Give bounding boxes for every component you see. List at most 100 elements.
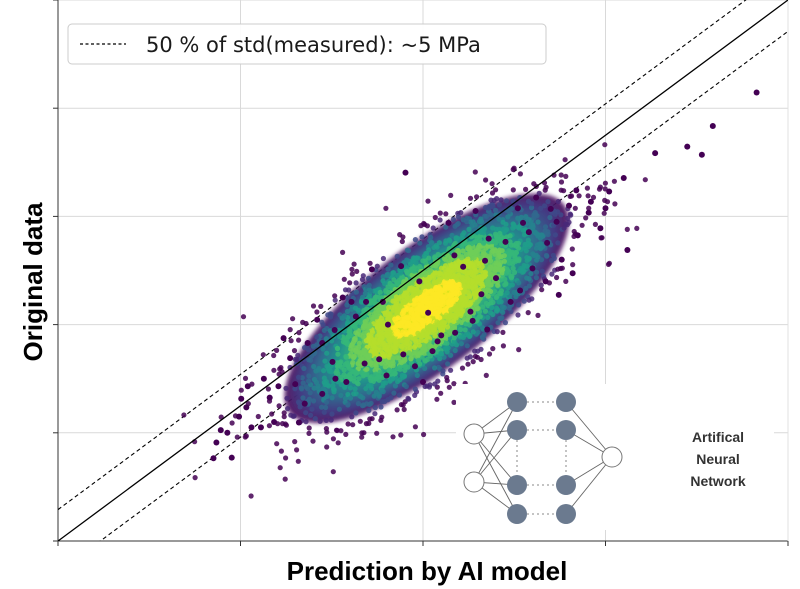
density-point bbox=[285, 406, 291, 412]
density-point bbox=[397, 232, 403, 238]
density-point bbox=[421, 253, 427, 259]
outlier-point-84 bbox=[484, 326, 491, 333]
density-point bbox=[328, 417, 334, 423]
density-point bbox=[447, 271, 453, 277]
outlier-point-53 bbox=[482, 257, 489, 264]
density-point bbox=[341, 276, 347, 282]
density-point bbox=[451, 399, 457, 405]
density-point bbox=[502, 320, 508, 326]
density-point bbox=[576, 193, 582, 199]
density-point bbox=[397, 288, 404, 294]
density-point bbox=[384, 333, 390, 339]
outlier-point-22 bbox=[329, 358, 336, 365]
density-point bbox=[308, 412, 314, 418]
density-point bbox=[407, 261, 413, 267]
density-point bbox=[495, 267, 501, 273]
density-point bbox=[255, 413, 261, 420]
density-point bbox=[300, 380, 306, 386]
outlier-point-1 bbox=[709, 123, 716, 130]
density-point bbox=[441, 265, 447, 272]
outlier-point-85 bbox=[517, 287, 524, 294]
density-point bbox=[393, 324, 399, 330]
nn-hidden-node-6 bbox=[556, 475, 576, 495]
density-point bbox=[534, 269, 540, 275]
density-point bbox=[421, 220, 427, 227]
outlier-point-10 bbox=[624, 246, 631, 253]
density-point bbox=[453, 310, 459, 316]
outlier-point-0 bbox=[753, 89, 760, 96]
density-point bbox=[524, 263, 530, 269]
density-point bbox=[386, 304, 392, 310]
density-point bbox=[493, 207, 499, 213]
outlier-point-36 bbox=[319, 390, 326, 397]
density-point bbox=[385, 266, 391, 272]
density-point bbox=[493, 187, 499, 193]
density-point bbox=[380, 274, 386, 280]
density-point bbox=[314, 334, 320, 340]
density-point bbox=[306, 430, 312, 436]
density-point bbox=[271, 367, 277, 373]
density-point bbox=[426, 269, 432, 275]
density-point bbox=[274, 441, 280, 447]
density-point bbox=[347, 385, 353, 391]
density-point bbox=[367, 260, 373, 266]
density-point bbox=[450, 216, 456, 223]
density-point bbox=[432, 381, 438, 387]
density-point bbox=[448, 263, 454, 269]
density-point bbox=[311, 385, 317, 391]
density-point bbox=[354, 268, 360, 274]
density-point bbox=[489, 305, 495, 311]
density-point bbox=[288, 338, 294, 344]
outlier-point-44 bbox=[529, 265, 536, 272]
density-point bbox=[542, 203, 548, 209]
density-point bbox=[455, 214, 462, 220]
density-point bbox=[415, 324, 421, 330]
density-point bbox=[396, 355, 402, 361]
density-point bbox=[387, 352, 393, 358]
density-point bbox=[373, 376, 379, 382]
density-point bbox=[390, 270, 397, 276]
density-point bbox=[404, 340, 410, 346]
density-point bbox=[281, 410, 287, 416]
density-point bbox=[485, 293, 491, 299]
density-point bbox=[438, 289, 444, 295]
density-point bbox=[495, 237, 502, 243]
density-point bbox=[387, 311, 393, 317]
density-point bbox=[248, 493, 254, 499]
density-point bbox=[350, 355, 356, 361]
density-point bbox=[385, 316, 391, 322]
density-point bbox=[432, 365, 438, 371]
density-point bbox=[438, 302, 444, 308]
outlier-point-54 bbox=[451, 252, 458, 259]
density-point bbox=[538, 282, 544, 288]
density-point bbox=[521, 245, 528, 251]
outlier-point-87 bbox=[398, 263, 405, 270]
density-point bbox=[408, 360, 414, 366]
density-point bbox=[486, 266, 492, 272]
outlier-point-86 bbox=[555, 291, 562, 298]
density-point bbox=[324, 363, 330, 369]
density-point bbox=[472, 169, 478, 175]
outlier-point-16 bbox=[438, 332, 445, 339]
density-point bbox=[366, 282, 372, 288]
outlier-point-23 bbox=[332, 375, 339, 382]
density-point bbox=[399, 238, 405, 245]
density-point bbox=[475, 329, 481, 335]
outlier-point-42 bbox=[467, 308, 474, 315]
density-point bbox=[530, 251, 536, 257]
density-point bbox=[380, 255, 386, 262]
density-point bbox=[448, 367, 454, 373]
nn-input-node-1 bbox=[463, 471, 485, 493]
density-point bbox=[336, 334, 343, 340]
nn-input-node-0 bbox=[463, 423, 485, 445]
density-point bbox=[435, 251, 441, 258]
density-point bbox=[467, 260, 473, 266]
density-point bbox=[443, 238, 449, 244]
density-point bbox=[361, 430, 367, 436]
density-point bbox=[397, 364, 403, 370]
density-point bbox=[278, 365, 284, 371]
density-point bbox=[374, 430, 380, 436]
density-point bbox=[467, 195, 474, 201]
density-point bbox=[422, 383, 428, 390]
density-point bbox=[412, 386, 418, 392]
